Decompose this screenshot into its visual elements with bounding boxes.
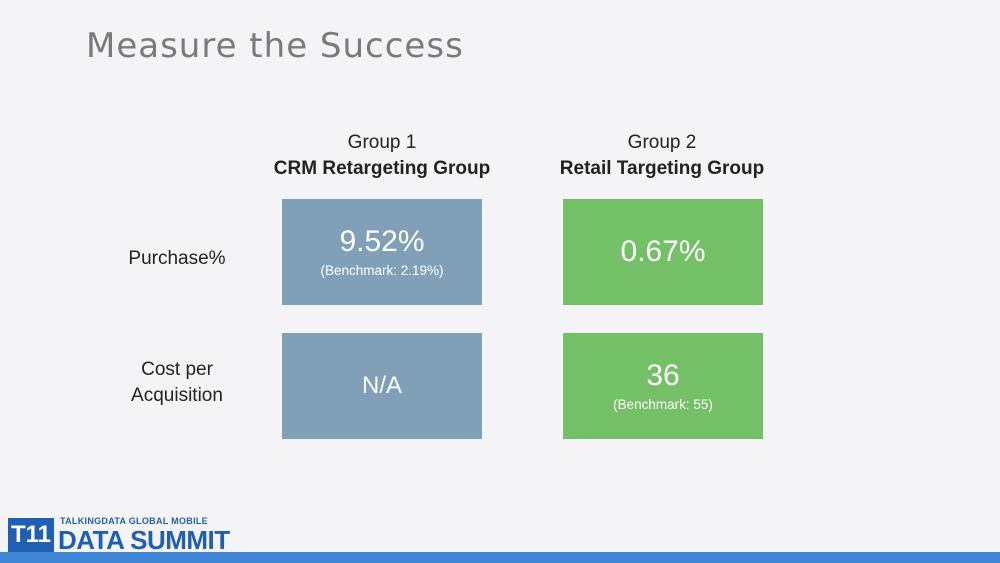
group-2-cpa-value: 36 bbox=[646, 359, 680, 392]
group-1-purchase-box: 9.52% (Benchmark: 2.19%) bbox=[282, 199, 482, 305]
row-label-purchase: Purchase% bbox=[128, 248, 226, 269]
group-1-header: Group 1 CRM Retargeting Group bbox=[262, 130, 502, 182]
group-2-name: Retail Targeting Group bbox=[559, 158, 765, 179]
group-2-header: Group 2 Retail Targeting Group bbox=[542, 130, 782, 182]
group-1-purchase-benchmark: (Benchmark: 2.19%) bbox=[320, 263, 444, 278]
logo-main-text: DATA SUMMIT bbox=[58, 525, 230, 555]
group-2-cpa-benchmark: (Benchmark: 55) bbox=[613, 397, 713, 412]
group-1-cpa-box: N/A bbox=[282, 333, 482, 439]
group-1-number: Group 1 bbox=[347, 132, 417, 153]
group-1-name: CRM Retargeting Group bbox=[273, 158, 491, 179]
group-1-cpa-value: N/A bbox=[361, 372, 402, 399]
slide-title: Measure the Success bbox=[86, 26, 464, 66]
group-1-purchase-value: 9.52% bbox=[339, 225, 425, 258]
group-2-purchase-value: 0.67% bbox=[620, 235, 706, 268]
event-logo: T11 TALKINGDATA GLOBAL MOBILE DATA SUMMI… bbox=[8, 516, 230, 556]
row-label-cpa-line1: Cost per bbox=[141, 359, 213, 380]
group-2-purchase-box: 0.67% bbox=[563, 199, 763, 305]
group-2-cpa-box: 36 (Benchmark: 55) bbox=[563, 333, 763, 439]
logo-mark: T11 bbox=[8, 518, 54, 552]
footer-bar bbox=[0, 552, 1000, 563]
group-2-number: Group 2 bbox=[627, 132, 697, 153]
row-label-cpa: Cost per Acquisition bbox=[107, 357, 247, 409]
row-label-cpa-line2: Acquisition bbox=[131, 385, 223, 406]
logo-top-text: TALKINGDATA GLOBAL MOBILE bbox=[60, 516, 208, 526]
